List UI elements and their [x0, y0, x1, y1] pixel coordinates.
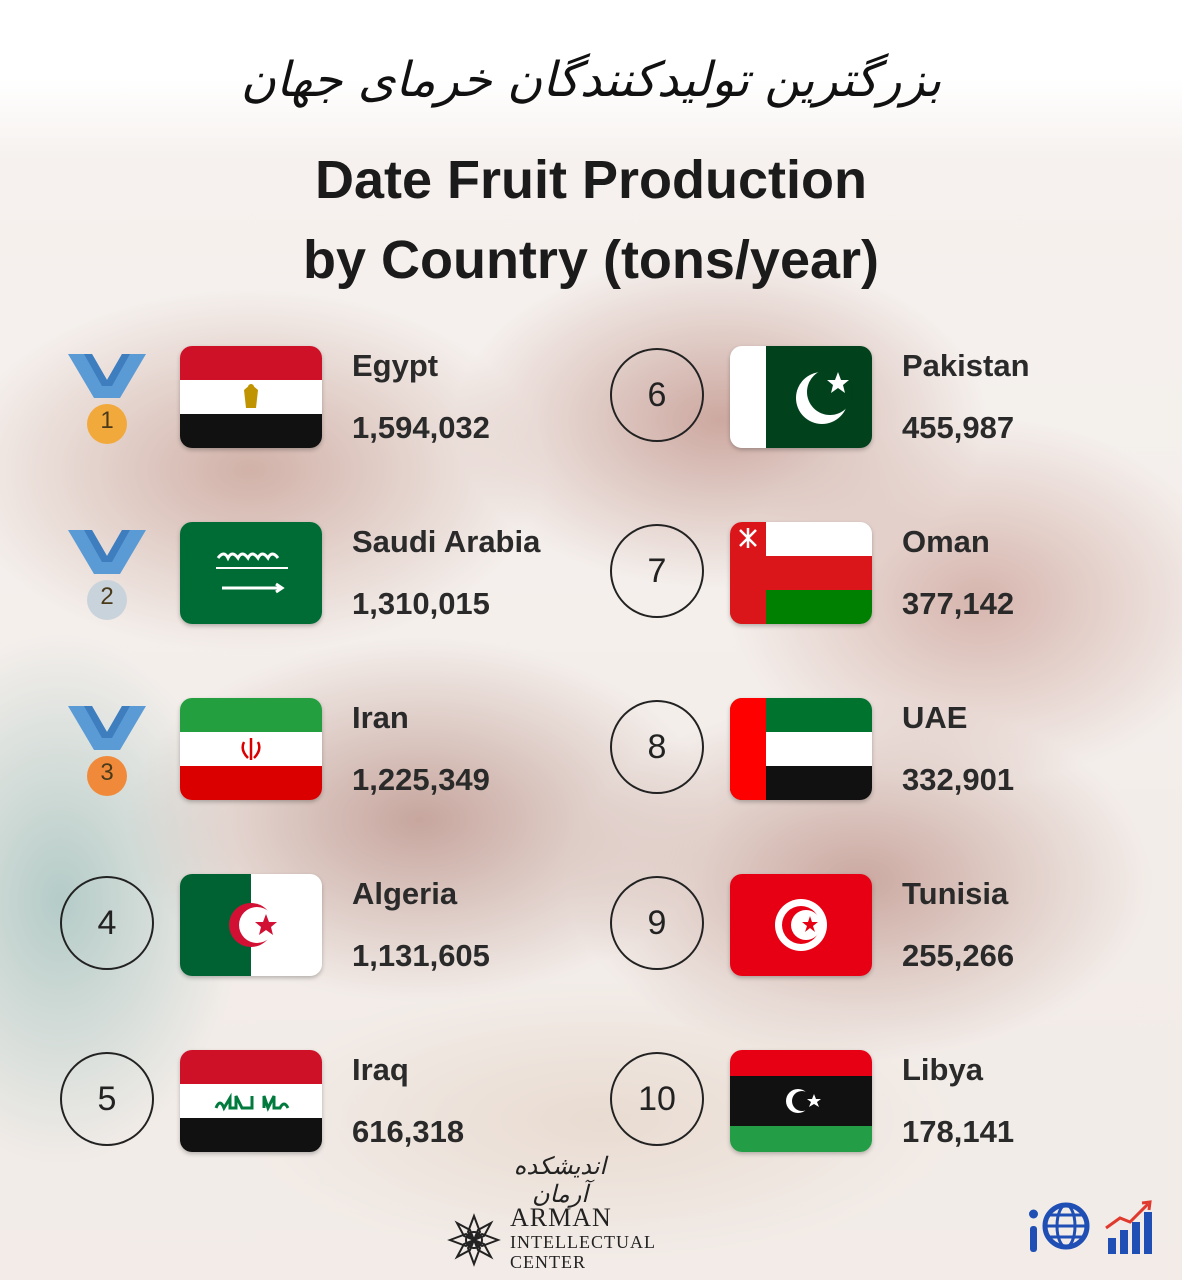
country-name: Algeria [352, 876, 458, 911]
brand-name: ARMAN INTELLECTUAL CENTER [510, 1203, 656, 1273]
rank-badge: 8 [610, 700, 704, 794]
egypt-flag [180, 346, 322, 448]
country-entry-pakistan: 6 Pakistan 455,987 [610, 346, 1130, 456]
country-entry-egypt: 1 Egypt 1,594,032 [60, 346, 580, 456]
country-entry-oman: 7 Oman 377,142 [610, 522, 1130, 632]
country-entry-iran: 3 Iran 1,225,349 [60, 698, 580, 808]
rank-number: 6 [647, 375, 667, 414]
rank-number: 7 [647, 551, 667, 590]
country-name: Egypt [352, 348, 439, 383]
tunisia-flag [730, 874, 872, 976]
rank-badge: 6 [610, 348, 704, 442]
rank-badge: 9 [610, 876, 704, 970]
rank-badge: 10 [610, 1052, 704, 1146]
iraq-flag [180, 1050, 322, 1152]
production-value: 1,131,605 [352, 938, 490, 973]
brand-line-3: CENTER [510, 1252, 586, 1272]
pakistan-flag [730, 346, 872, 448]
title-line-1: Date Fruit Production [315, 150, 867, 210]
rank-badge: 4 [60, 876, 154, 970]
production-value: 455,987 [902, 410, 1015, 445]
rank-number: 4 [97, 903, 117, 942]
libya-flag [730, 1050, 872, 1152]
country-entry-uae: 8 UAE 332,901 [610, 698, 1130, 808]
globe-growth-logo-icon [1029, 1200, 1152, 1254]
production-value: 377,142 [902, 586, 1015, 621]
country-entry-tunisia: 9 Tunisia 255,266 [610, 874, 1130, 984]
rank-number: 10 [638, 1079, 676, 1118]
bronze-medal-icon: 3 [62, 698, 152, 802]
rank-badge: 5 [60, 1052, 154, 1146]
uae-flag [730, 698, 872, 800]
saudi-flag [180, 522, 322, 624]
country-name: Iran [352, 700, 409, 735]
country-entry-iraq: 5 Iraq 616,318 [60, 1050, 580, 1160]
country-entry-algeria: 4 Algeria 1,131,605 [60, 874, 580, 984]
rank-number: 8 [647, 727, 667, 766]
production-value: 1,594,032 [352, 410, 490, 445]
country-name: Tunisia [902, 876, 1009, 911]
country-entry-libya: 10 Libya 178,141 [610, 1050, 1130, 1160]
gold-medal-icon: 1 [62, 346, 152, 450]
persian-title: بزرگترین تولیدکنندگان خرمای جهان [240, 52, 942, 108]
country-name: Iraq [352, 1052, 409, 1087]
silver-medal-icon: 2 [62, 522, 152, 626]
production-value: 1,225,349 [352, 762, 490, 797]
country-name: Pakistan [902, 348, 1030, 383]
rank-number: 5 [97, 1079, 117, 1118]
brand-persian-name: اندیشکده آرمان [513, 1152, 607, 1208]
production-value: 255,266 [902, 938, 1015, 973]
algeria-flag [180, 874, 322, 976]
rank-number: 3 [100, 759, 114, 786]
production-value: 178,141 [902, 1114, 1015, 1149]
oman-flag [730, 522, 872, 624]
chart-title: Date Fruit Production by Country (tons/y… [0, 140, 1182, 300]
country-name: Oman [902, 524, 990, 559]
rank-number: 2 [100, 583, 114, 610]
country-name: UAE [902, 700, 968, 735]
brand-line-2: INTELLECTUAL [510, 1232, 656, 1252]
iran-flag [180, 698, 322, 800]
country-name: Libya [902, 1052, 983, 1087]
country-entry-saudi-arabia: 2 Saudi Arabia 1,310,015 [60, 522, 580, 632]
production-value: 616,318 [352, 1114, 465, 1149]
production-value: 332,901 [902, 762, 1015, 797]
title-line-2: by Country (tons/year) [302, 230, 880, 290]
country-name: Saudi Arabia [352, 524, 541, 559]
rank-number: 9 [647, 903, 667, 942]
rank-badge: 7 [610, 524, 704, 618]
brand-line-1: ARMAN [510, 1203, 612, 1232]
production-value: 1,310,015 [352, 586, 490, 621]
rank-number: 1 [100, 407, 114, 434]
brand-logo-icon [447, 1213, 501, 1267]
